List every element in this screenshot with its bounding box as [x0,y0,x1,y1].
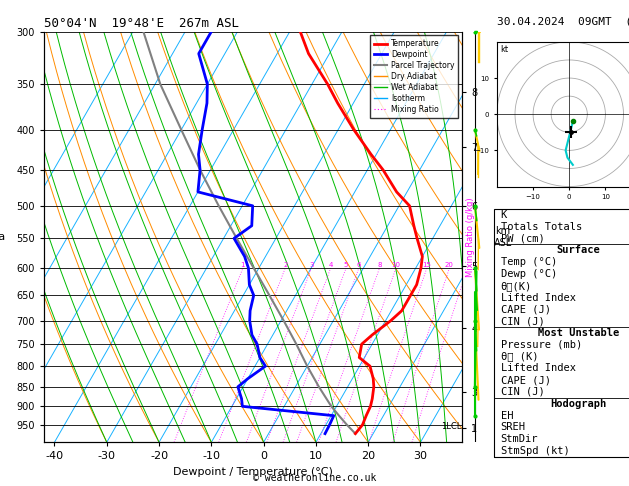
Text: 30.04.2024  09GMT  (Base: 06): 30.04.2024 09GMT (Base: 06) [497,17,629,27]
Text: CAPE (J): CAPE (J) [501,375,550,385]
Text: © weatheronline.co.uk: © weatheronline.co.uk [253,473,376,483]
Text: kt: kt [501,46,509,54]
Text: 8: 8 [377,262,382,268]
Text: Most Unstable: Most Unstable [538,328,620,338]
Text: 1: 1 [241,262,245,268]
Text: StmDir: StmDir [501,434,538,444]
Text: Dewp (°C): Dewp (°C) [501,269,557,279]
Text: Mixing Ratio (g/kg): Mixing Ratio (g/kg) [467,197,476,277]
Y-axis label: km
ASL: km ASL [494,226,512,248]
Text: CIN (J): CIN (J) [501,316,544,326]
Legend: Temperature, Dewpoint, Parcel Trajectory, Dry Adiabat, Wet Adiabat, Isotherm, Mi: Temperature, Dewpoint, Parcel Trajectory… [370,35,459,118]
Text: 4: 4 [328,262,333,268]
Text: 6: 6 [357,262,361,268]
Text: 15: 15 [423,262,431,268]
Text: θᴇ(K): θᴇ(K) [501,281,532,291]
Text: 3: 3 [309,262,314,268]
Text: Lifted Index: Lifted Index [501,364,576,373]
Text: 5: 5 [344,262,348,268]
X-axis label: Dewpoint / Temperature (°C): Dewpoint / Temperature (°C) [173,467,333,477]
Text: 1LCL: 1LCL [441,422,461,431]
Text: 50°04'N  19°48'E  267m ASL: 50°04'N 19°48'E 267m ASL [44,17,239,31]
Text: 10: 10 [391,262,401,268]
Y-axis label: hPa: hPa [0,232,6,242]
Text: SREH: SREH [501,422,526,433]
Text: Temp (°C): Temp (°C) [501,257,557,267]
Text: Totals Totals: Totals Totals [501,222,582,232]
Text: StmSpd (kt): StmSpd (kt) [501,446,569,456]
Text: Pressure (mb): Pressure (mb) [501,340,582,350]
Text: Surface: Surface [557,245,601,255]
Text: Lifted Index: Lifted Index [501,293,576,302]
Text: Hodograph: Hodograph [550,399,607,409]
Text: K: K [501,210,507,220]
Text: PW (cm): PW (cm) [501,233,544,243]
Text: θᴇ (K): θᴇ (K) [501,351,538,362]
Text: CAPE (J): CAPE (J) [501,304,550,314]
Text: 20: 20 [445,262,454,268]
Text: 2: 2 [283,262,287,268]
Text: CIN (J): CIN (J) [501,387,544,397]
Text: EH: EH [501,411,513,420]
